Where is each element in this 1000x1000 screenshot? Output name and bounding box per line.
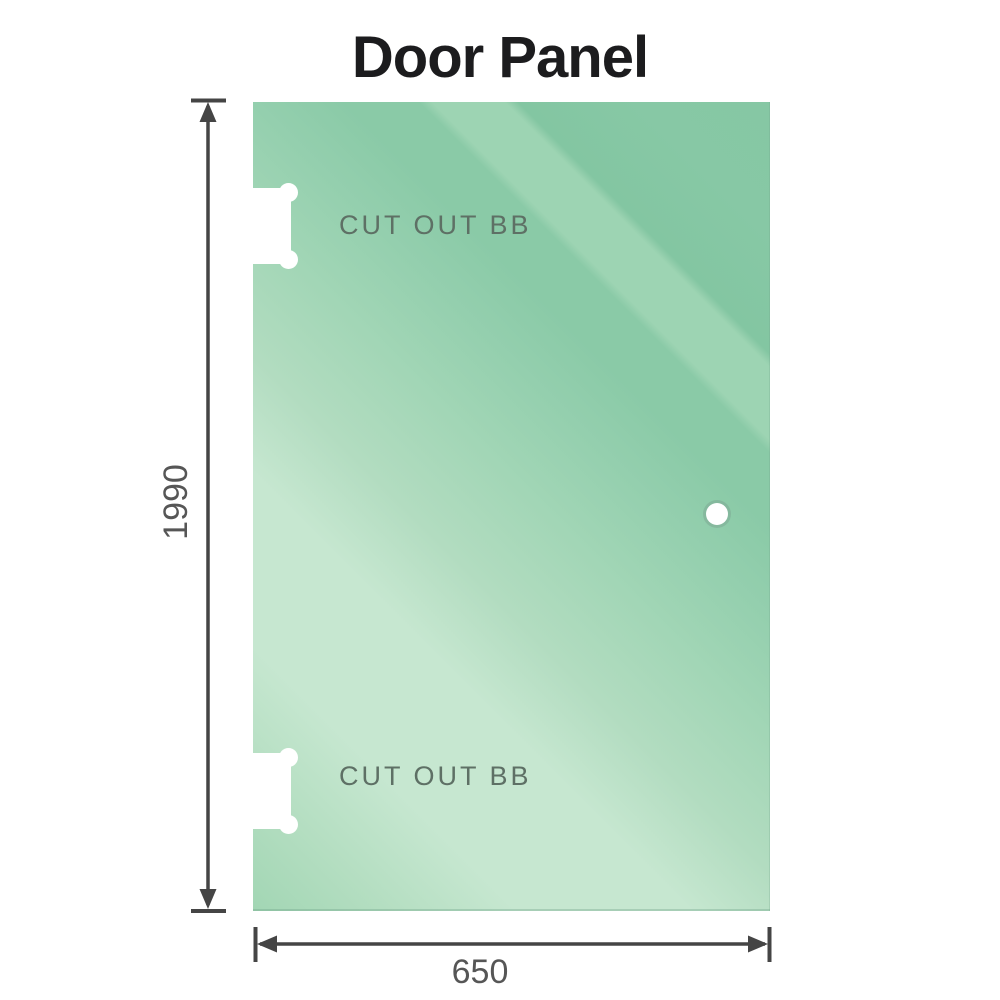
- height-dimension-label: 1990: [157, 464, 195, 540]
- glass-panel: [253, 102, 770, 911]
- hinge-cutout-top-drill-hole-lower: [279, 250, 298, 269]
- height-dim-arrowhead-down: [199, 889, 217, 909]
- handle-hole: [706, 503, 728, 525]
- hinge-cutout-bottom-drill-hole-lower: [279, 815, 298, 834]
- width-dim-arrowhead-right: [748, 935, 768, 953]
- width-dimension-label: 650: [451, 953, 509, 991]
- hinge-cutout-top: [253, 183, 299, 269]
- cutout-label-bottom: CUT OUT BB: [339, 761, 532, 791]
- hinge-cutout-bottom-drill-hole-upper: [279, 748, 298, 767]
- cutout-label-top: CUT OUT BB: [339, 210, 532, 240]
- hinge-cutout-bottom: [253, 748, 299, 834]
- width-dim-arrowhead-left: [257, 935, 277, 953]
- height-dimension-arrow: [191, 98, 226, 913]
- hinge-cutout-top-drill-hole-upper: [279, 183, 298, 202]
- page-title: Door Panel: [351, 25, 649, 90]
- height-dim-arrowhead-up: [199, 102, 217, 122]
